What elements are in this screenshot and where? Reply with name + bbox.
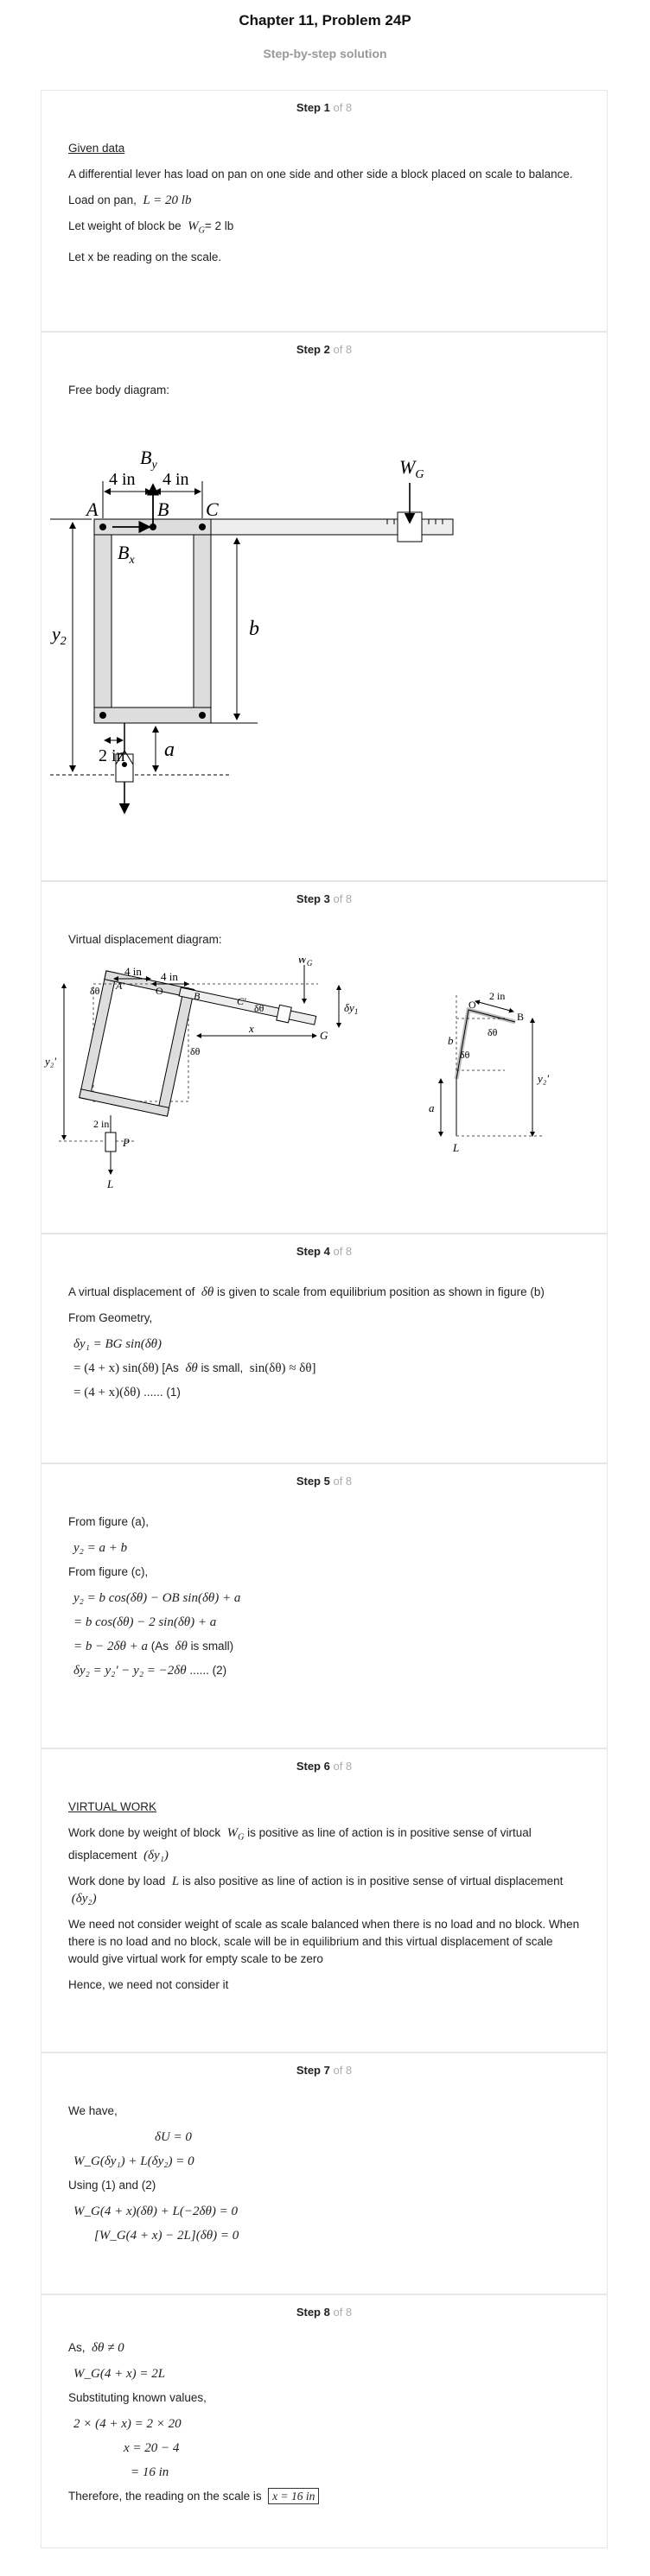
virtual-work-heading: VIRTUAL WORK (68, 1800, 157, 1813)
step-1-text-2: Load on pan, L = 20 lb (68, 194, 192, 207)
fbd-label-a: A (85, 498, 99, 520)
step-5-text-1: From figure (a), (68, 1515, 150, 1528)
vd-label-y2p: y₂' (43, 1055, 56, 1068)
step-8-text-3: Therefore, the reading on the scale is x… (68, 2488, 580, 2505)
step-2-text: Free body diagram: (68, 384, 170, 397)
step-5-heading: Step 5 of 8 (296, 1475, 353, 1488)
step-8-heading: Step 8 of 8 (296, 2306, 353, 2319)
step-4-eq-3: = (4 + x)(δθ) ...... (1) (73, 1386, 181, 1399)
vd-c-label-a: a (429, 1101, 435, 1114)
step-7-heading: Step 7 of 8 (296, 2064, 353, 2077)
step-8-eq-1: W_G(4 + x) = 2L (73, 2367, 166, 2381)
step-7-eq-3: W_G(4 + x)(δθ) + L(−2δθ) = 0 (73, 2205, 238, 2218)
vd-label-dtheta-2: δθ (254, 1002, 264, 1014)
step-6-text-2: Work done by load L is also positive as … (68, 1874, 564, 1906)
vd-label-dtheta-3: δθ (190, 1045, 201, 1057)
step-7-eq-2: W_G(δy₁) + L(δy₂) = 0 (73, 2154, 194, 2168)
step-8-eq-2: 2 × (4 + x) = 2 × 20 (73, 2417, 182, 2431)
vd-label-o: O (156, 985, 163, 997)
step-7-text-2: Using (1) and (2) (68, 2179, 156, 2192)
step-8-eq-3: x = 20 − 4 (124, 2441, 180, 2455)
vd-c-label-l: L (452, 1141, 459, 1154)
step-7-card: Step 7 of 8 We have, δU = 0 W_G(δy₁) + L… (41, 2053, 608, 2294)
vd-dim-2in: 2 in (93, 1118, 109, 1130)
vd-label-dy1: δy1 (344, 1001, 358, 1016)
step-5-eq-1: y₂ = a + b (73, 1541, 128, 1555)
vd-dim-4in-1: 4 in (124, 965, 142, 978)
fbd-dim-4in-2: 4 in (162, 470, 189, 489)
step-6-text-1: Work done by weight of block WG is posit… (68, 1826, 532, 1862)
vd-dim-4in-2: 4 in (161, 970, 178, 983)
step-8-text-1: As, δθ ≠ 0 (68, 2341, 124, 2355)
step-5-eq-2: y₂ = b cos(δθ) − OB sin(δθ) + a (73, 1591, 241, 1605)
step-2-heading: Step 2 of 8 (296, 343, 353, 356)
fbd-label-a-dim: a (164, 739, 175, 761)
step-8-eq-4: = 16 in (131, 2465, 169, 2479)
step-8-text-2: Substituting known values, (68, 2391, 207, 2404)
free-body-diagram: WG By Bx A B C 4 in 4 in y2 b (50, 447, 454, 815)
fbd-dim-4in-1: 4 in (109, 470, 136, 489)
step-6-heading: Step 6 of 8 (296, 1760, 353, 1773)
step-6-text-4: Hence, we need not consider it (68, 1977, 229, 1991)
step-5-card: Step 5 of 8 From figure (a), y₂ = a + b … (41, 1463, 608, 1748)
step-7-text-1: We have, (68, 2104, 118, 2117)
page-header: Chapter 11, Problem 24P Step-by-step sol… (0, 0, 650, 60)
fbd-label-wg: WG (399, 456, 424, 481)
step-4-heading: Step 4 of 8 (296, 1245, 353, 1258)
vd-c-label-b: B (517, 1011, 524, 1023)
vd-label-l: L (106, 1177, 113, 1190)
final-answer-box: x = 16 in (268, 2488, 320, 2504)
step-4-card: Step 4 of 8 A virtual displacement of δθ… (41, 1234, 608, 1463)
vd-label-g: G (320, 1029, 328, 1042)
step-6-card: Step 6 of 8 VIRTUAL WORK Work done by we… (41, 1748, 608, 2053)
step-1-heading: Step 1 of 8 (296, 101, 353, 114)
step-2-card: Step 2 of 8 Free body diagram: WG By (41, 332, 608, 881)
vd-label-cp: C' (237, 995, 246, 1007)
vd-label-dtheta-1: δθ (90, 985, 100, 997)
page-subtitle: Step-by-step solution (263, 47, 387, 60)
step-5-eq-4: = b − 2δθ + a (As δθ is small) (73, 1640, 234, 1653)
step-3-heading: Step 3 of 8 (296, 892, 353, 905)
fbd-dim-2in: 2 in (99, 746, 125, 765)
step-3-card: Step 3 of 8 Virtual displacement diagram… (41, 881, 608, 1234)
fbd-label-c: C (206, 498, 219, 520)
step-7-eq-1: δU = 0 (155, 2130, 192, 2144)
step-5-eq-3: = b cos(δθ) − 2 sin(δθ) + a (73, 1615, 217, 1629)
vd-label-ap: A' (115, 980, 124, 992)
step-5-text-2: From figure (c), (68, 1565, 149, 1578)
step-3-text: Virtual displacement diagram: (68, 933, 222, 946)
fbd-label-b: B (157, 498, 169, 520)
vd-c-label-y2p: y₂' (536, 1072, 549, 1085)
fbd-label-y2: y2 (50, 623, 67, 648)
step-7-eq-4: [W_G(4 + x) − 2L](δθ) = 0 (94, 2229, 239, 2243)
vd-c-dim-2in: 2 in (489, 990, 505, 1002)
vd-label-wg: WG (297, 958, 313, 968)
vd-c-label-b-dim: b (448, 1034, 454, 1047)
step-1-card: Step 1 of 8 Given data A differential le… (41, 90, 608, 332)
vd-c-label-dtheta-1: δθ (488, 1026, 498, 1038)
page-title: Chapter 11, Problem 24P (239, 12, 411, 29)
step-4-text-2: From Geometry, (68, 1311, 153, 1324)
vd-c-label-o: O (468, 999, 476, 1011)
vd-label-b: B (194, 990, 201, 1002)
vd-label-p: P (122, 1136, 130, 1149)
step-4-text-1: A virtual displacement of δθ is given to… (68, 1285, 545, 1299)
step-1-text-1: A differential lever has load on pan on … (68, 168, 573, 181)
step-5-eq-5: δy₂ = y₂' − y₂ = −2δθ ...... (2) (73, 1664, 227, 1678)
virtual-displacement-diagram: WG 4 in 4 in δθ A' O B C' δθ δθ δy1 x G … (43, 958, 549, 1190)
fbd-label-b-dim: b (249, 618, 259, 640)
step-6-text-3: We need not consider weight of scale as … (68, 1917, 580, 1965)
fbd-label-bx: Bx (118, 542, 135, 567)
step-1-text-3: Let weight of block be WG= 2 lb (68, 219, 234, 236)
step-8-card: Step 8 of 8 As, δθ ≠ 0 W_G(4 + x) = 2L S… (41, 2294, 608, 2548)
fbd-label-by: By (140, 447, 157, 472)
step-4-eq-1: δy₁ = BG sin(δθ) (73, 1337, 162, 1351)
given-data-heading: Given data (68, 142, 125, 155)
vd-label-x: x (248, 1022, 254, 1035)
vd-c-label-dtheta-2: δθ (460, 1049, 470, 1061)
step-4-eq-2: = (4 + x) sin(δθ) [As δθ is small, sin(δ… (73, 1361, 316, 1375)
step-1-text-4: Let x be reading on the scale. (68, 250, 222, 263)
